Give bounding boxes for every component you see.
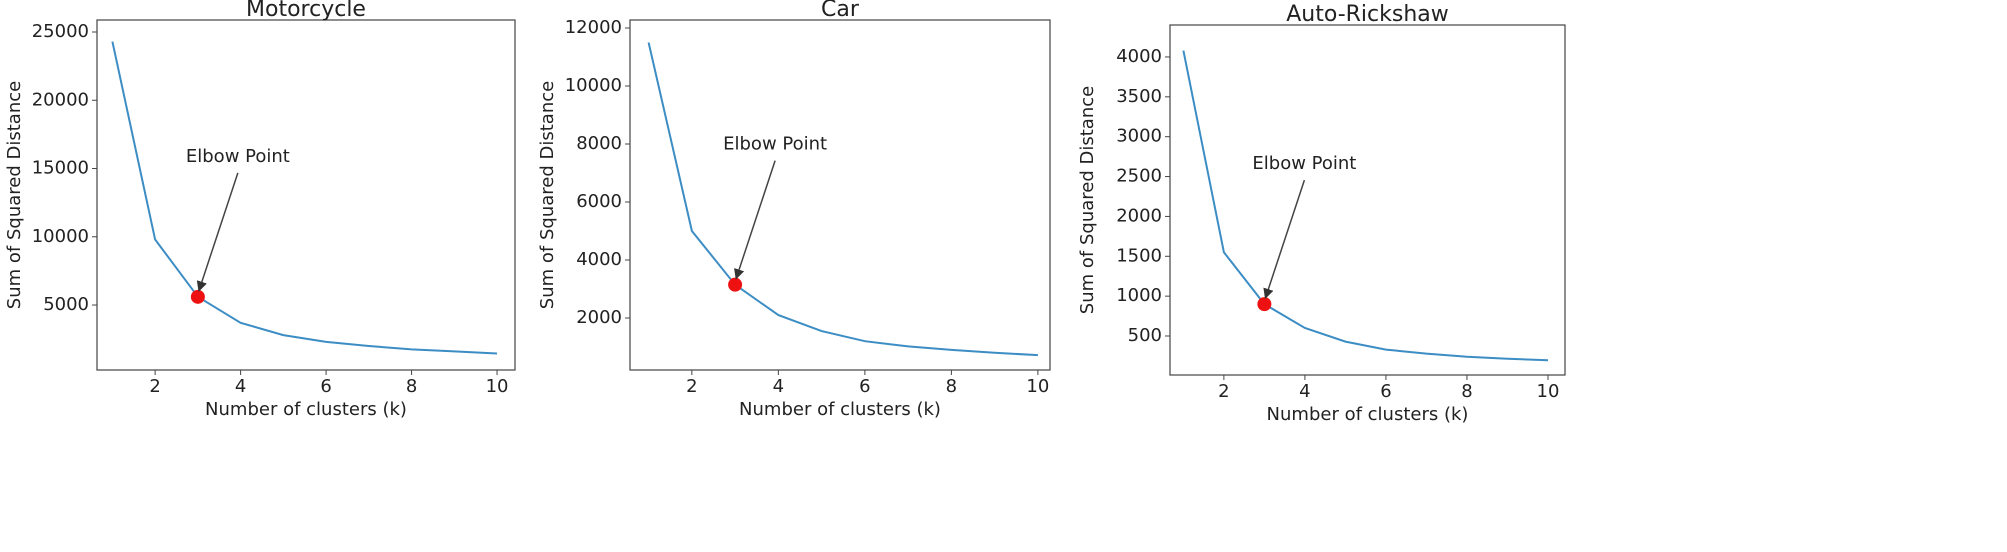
elbow-marker — [1257, 297, 1272, 312]
data-line — [111, 41, 498, 355]
annotation-arrow — [1263, 179, 1306, 300]
plot-frame — [1169, 24, 1566, 376]
y-tick-label: 500 — [1128, 325, 1162, 346]
x-tick-label: 2 — [686, 376, 697, 397]
y-tick-label: 10000 — [565, 75, 622, 96]
y-tick-label: 12000 — [565, 17, 622, 38]
elbow-marker — [728, 277, 743, 292]
x-tick-label: 10 — [1026, 376, 1049, 397]
y-tick-label: 1000 — [1116, 285, 1162, 306]
y-axis-label: Sum of Squared Distance — [1077, 86, 1098, 314]
x-axis-label: Number of clusters (k) — [205, 399, 407, 420]
y-tick-label: 15000 — [32, 158, 89, 179]
y-tick-label: 3500 — [1116, 86, 1162, 107]
chart-title: Auto-Rickshaw — [1286, 2, 1449, 27]
y-tick-label: 1500 — [1116, 245, 1162, 266]
y-tick-label: 4000 — [1116, 46, 1162, 67]
x-tick-label: 10 — [1537, 381, 1560, 402]
plot-frame — [96, 19, 516, 371]
x-tick-label: 4 — [773, 376, 784, 397]
x-tick-label: 6 — [1380, 381, 1391, 402]
y-tick-label: 10000 — [32, 226, 89, 247]
y-tick-label: 6000 — [576, 191, 622, 212]
y-tick-label: 20000 — [32, 89, 89, 110]
y-tick-label: 2000 — [576, 307, 622, 328]
annotation-text: Elbow Point — [1252, 153, 1356, 174]
annotation-text: Elbow Point — [186, 146, 290, 167]
x-tick-label: 4 — [235, 376, 246, 397]
elbow-marker — [190, 289, 205, 304]
data-line — [1182, 50, 1549, 362]
y-tick-label: 25000 — [32, 21, 89, 42]
y-tick-label: 2000 — [1116, 205, 1162, 226]
annotation-text: Elbow Point — [723, 134, 827, 155]
x-tick-label: 8 — [946, 376, 957, 397]
x-tick-label: 2 — [1218, 381, 1229, 402]
annotation-arrow — [196, 172, 239, 292]
y-tick-label: 5000 — [43, 294, 89, 315]
x-tick-label: 8 — [1461, 381, 1472, 402]
y-tick-label: 3000 — [1116, 126, 1162, 147]
x-tick-label: 8 — [406, 376, 417, 397]
y-tick-label: 2500 — [1116, 166, 1162, 187]
data-line — [647, 42, 1038, 357]
y-axis-label: Sum of Squared Distance — [537, 81, 558, 309]
x-tick-label: 10 — [486, 376, 509, 397]
plot-frame — [629, 19, 1051, 371]
annotation-arrow — [734, 160, 776, 280]
x-tick-label: 6 — [859, 376, 870, 397]
y-axis-label: Sum of Squared Distance — [4, 81, 25, 309]
x-tick-label: 4 — [1299, 381, 1310, 402]
x-axis-label: Number of clusters (k) — [739, 399, 941, 420]
y-tick-label: 4000 — [576, 249, 622, 270]
chart-title: Motorcycle — [246, 0, 366, 22]
y-tick-label: 8000 — [576, 133, 622, 154]
x-tick-label: 2 — [149, 376, 160, 397]
x-axis-label: Number of clusters (k) — [1267, 404, 1469, 425]
x-tick-label: 6 — [320, 376, 331, 397]
chart-title: Car — [821, 0, 860, 22]
